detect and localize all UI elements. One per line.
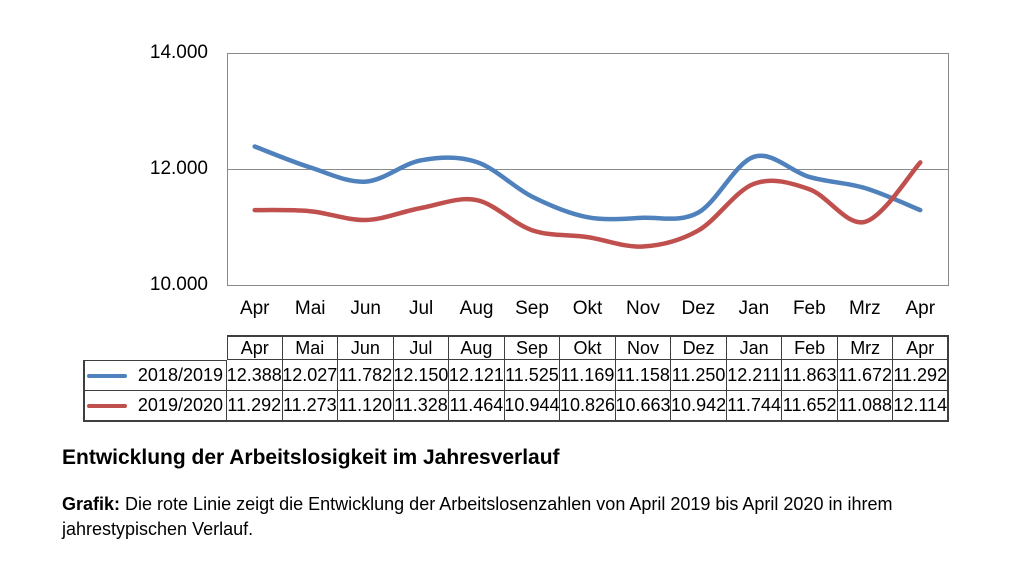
table-value-cell: 11.652: [782, 391, 838, 422]
data-table: Apr Mai Jun Jul Aug Sep Okt Nov Dez Jan Feb Mrz Apr 2…: [83, 335, 949, 422]
series-name-label: 2018/2019: [137, 365, 223, 385]
table-value-cell: 11.250: [671, 360, 727, 391]
table-value-cell: 11.328: [393, 391, 450, 422]
x-axis-label: Nov: [626, 298, 660, 319]
x-axis-label: Jan: [738, 298, 770, 319]
x-axis-label: Sep: [515, 298, 549, 319]
page-title: Entwicklung der Arbeitslosigkeit im Jahr…: [62, 446, 560, 469]
table-month-header: Nov: [615, 335, 672, 360]
y-axis-label: 14.000: [149, 42, 208, 63]
table-month-header: Jul: [393, 335, 450, 360]
table-value-cell: 12.150: [393, 360, 450, 391]
table-value-cell: 12.211: [726, 360, 783, 391]
table-value-cell: 11.158: [615, 360, 672, 391]
series-paths: [252, 144, 923, 249]
table-value-cell: 11.169: [560, 360, 616, 391]
table-month-header: Sep: [504, 335, 561, 360]
caption: Grafik: Die rote Linie zeigt die Entwick…: [62, 492, 892, 542]
table-value-cell: 11.863: [782, 360, 838, 391]
table-value-cell: 12.121: [449, 360, 505, 391]
series-line-2019-2020: [252, 160, 923, 249]
y-axis-label: 10.000: [149, 274, 208, 295]
table-value-cell: 11.782: [338, 360, 394, 391]
x-axis-label: Apr: [905, 298, 936, 319]
table-value-cell: 10.663: [615, 391, 672, 422]
legend-line-swatch: [87, 373, 127, 378]
table-value-cell: 11.525: [504, 360, 561, 391]
table-month-header: Apr: [227, 335, 283, 360]
table-value-cell: 11.292: [893, 360, 949, 391]
table-month-header: Aug: [449, 335, 505, 360]
table-value-cell: 10.942: [671, 391, 727, 422]
x-axis-label: Mai: [294, 298, 326, 319]
table-value-cell: 12.388: [227, 360, 283, 391]
x-axis-label: Feb: [792, 298, 826, 319]
table-month-header: Mai: [282, 335, 339, 360]
series-line-2018-2019: [252, 144, 923, 222]
table-value-cell: 11.273: [282, 391, 339, 422]
table-value-cell: 11.464: [449, 391, 505, 422]
table-value-cell: 12.114: [893, 391, 949, 422]
caption-line-1: Grafik: Die rote Linie zeigt die Entwick…: [62, 492, 892, 517]
series-name-label: 2019/2020: [137, 395, 223, 415]
table-month-header: Jan: [726, 335, 783, 360]
table-month-header: Dez: [671, 335, 727, 360]
table-value-cell: 11.120: [338, 391, 394, 422]
table-value-cell: 10.826: [560, 391, 616, 422]
x-axis-label: Dez: [681, 298, 716, 319]
table-month-header: Mrz: [837, 335, 894, 360]
table-value-cell: 11.744: [726, 391, 783, 422]
caption-line-2: jahrestypischen Verlauf.: [62, 519, 254, 539]
table-legend-cell: 2018/2019: [83, 360, 227, 391]
table-value-cell: 11.672: [837, 360, 894, 391]
legend-line-swatch: [87, 403, 127, 408]
y-axis-label: 12.000: [149, 158, 208, 179]
table-month-header: Jun: [338, 335, 394, 360]
table-value-cell: 11.088: [837, 391, 894, 422]
table-corner-spacer: [83, 335, 227, 360]
x-axis-labels: Apr Mai Jun Jul Aug Sep Okt Nov Dez Jan Feb Mrz Apr: [227, 298, 948, 320]
table-legend-cell: 2019/2020: [83, 391, 227, 422]
x-axis-label: Apr: [239, 298, 270, 319]
line-chart: [227, 53, 949, 286]
table-month-header: Okt: [560, 335, 616, 360]
caption-bold-prefix: Grafik:: [62, 494, 121, 514]
table-value-cell: 10.944: [504, 391, 561, 422]
x-axis-label: Okt: [572, 298, 603, 319]
table-month-header: Apr: [893, 335, 949, 360]
x-axis-label: Aug: [459, 298, 494, 319]
table-value-cell: 11.292: [227, 391, 283, 422]
table-value-cell: 12.027: [282, 360, 339, 391]
x-axis-label: Jul: [408, 298, 434, 319]
table-month-header: Feb: [782, 335, 838, 360]
x-axis-label: Jun: [350, 298, 381, 319]
x-axis-label: Mrz: [848, 298, 881, 319]
caption-line1-text: Die rote Linie zeigt die Entwicklung der…: [120, 494, 893, 514]
